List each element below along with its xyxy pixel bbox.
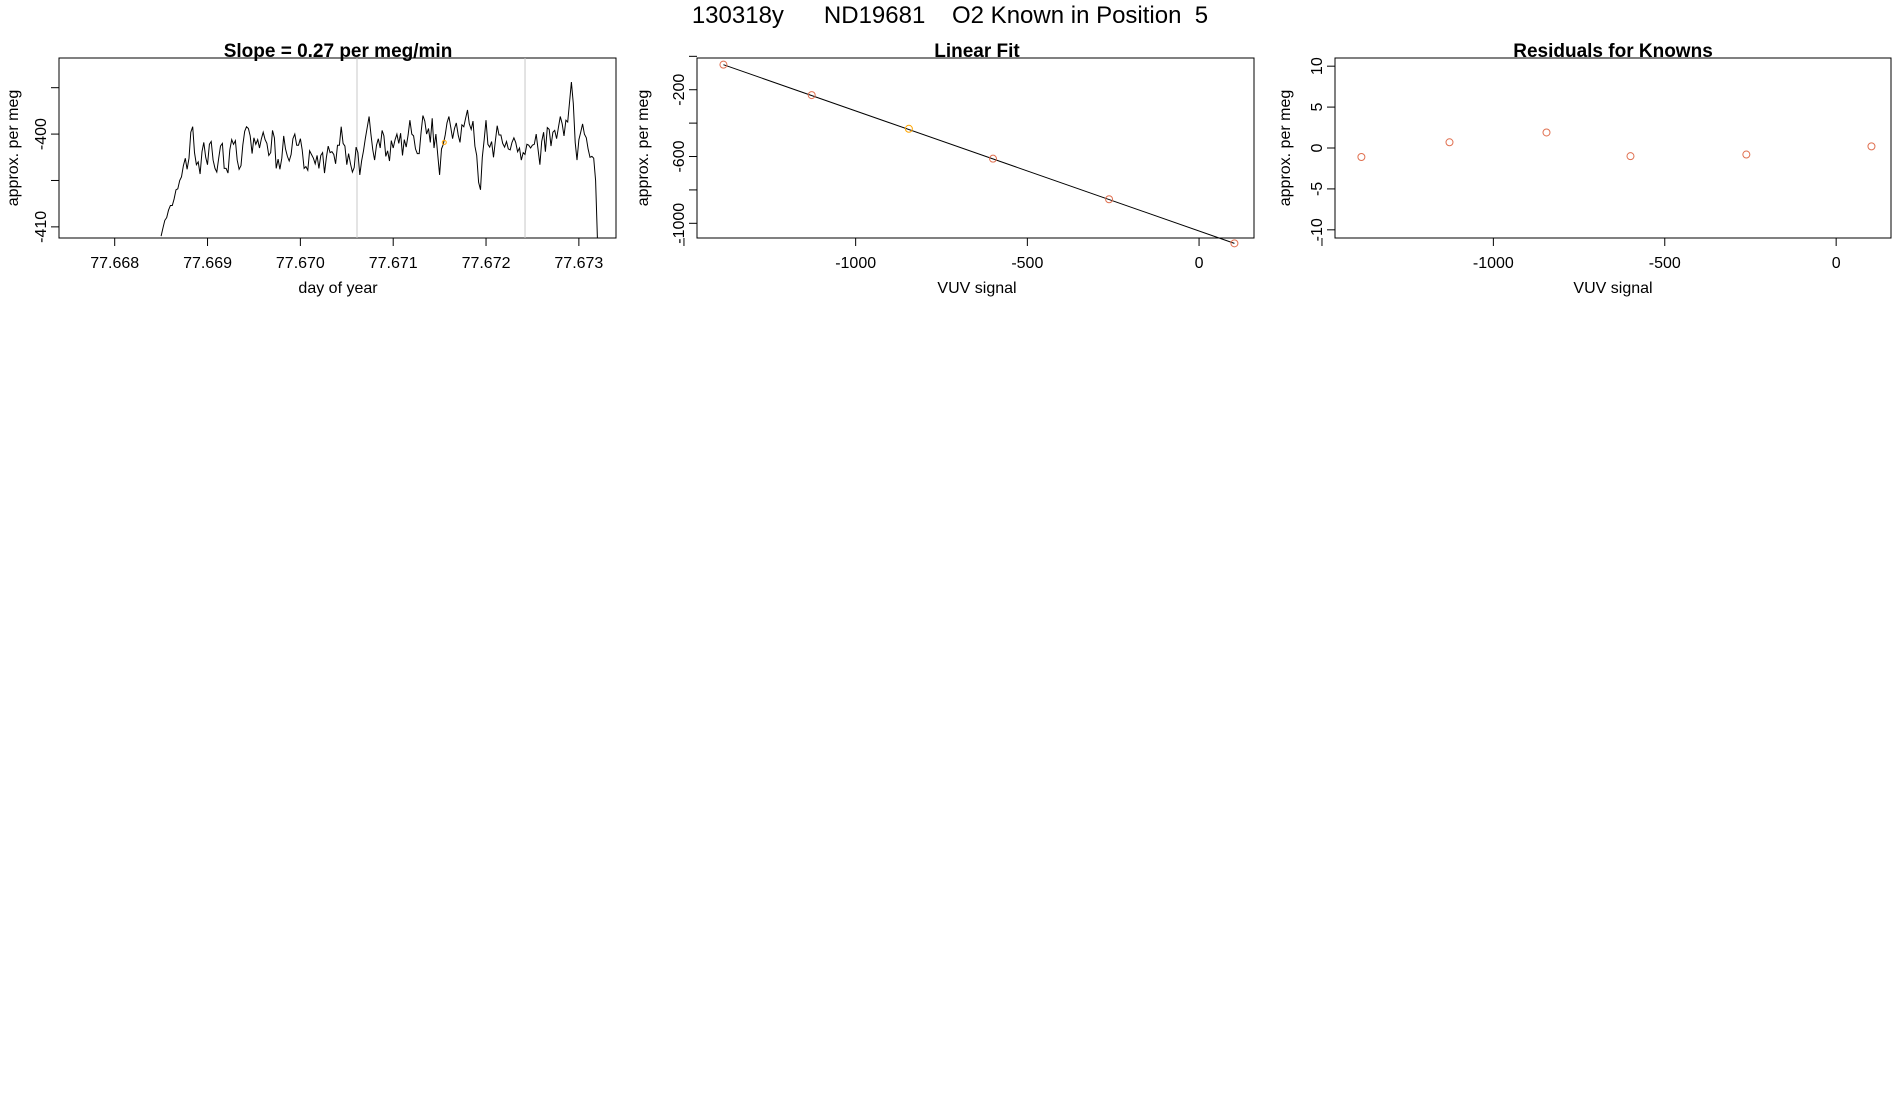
x-tick-label: 77.673: [554, 255, 603, 272]
y-tick-label: -10: [1309, 218, 1326, 241]
y-axis: -410 -400: [33, 87, 59, 243]
time-series-panel: Slope = 0.27 per meg/min 77.668 77.669 77.…: [5, 41, 617, 297]
x-tick-label: 77.668: [90, 255, 139, 272]
data-point: [989, 154, 998, 163]
data-point: [904, 124, 913, 133]
series-line: [160, 82, 598, 239]
points-group: [1357, 128, 1876, 161]
x-axis: -1000 -500 0: [1321, 238, 1841, 272]
y-tick-label: 10: [1309, 57, 1326, 75]
x-tick-label: 77.672: [462, 255, 511, 272]
residual-point: [1626, 152, 1635, 161]
x-axis: 77.668 77.669 77.670 77.671 77.672 77.673: [90, 238, 603, 272]
x-tick-label: 77.670: [276, 255, 325, 272]
panel-title: Residuals for Knowns: [1513, 41, 1713, 62]
x-tick-label: -1000: [835, 255, 876, 272]
x-tick-label: 77.671: [369, 255, 418, 272]
series-line-group: [160, 82, 598, 239]
plot-frame: [58, 57, 617, 239]
x-tick-label: -500: [1649, 255, 1681, 272]
points-group: [719, 60, 1239, 248]
plot-frame: [1334, 57, 1892, 239]
vlines: [356, 58, 526, 238]
y-axis-label: approx. per meg: [5, 90, 22, 207]
y-tick-label: -410: [33, 211, 50, 243]
highlight-point: [441, 139, 447, 145]
panel-title: Slope = 0.27 per meg/min: [224, 41, 453, 62]
data-point: [719, 60, 728, 69]
residual-point: [1542, 128, 1551, 137]
x-tick-label: -500: [1011, 255, 1043, 272]
page-title: 130318y ND19681 O2 Known in Position 5: [691, 2, 1209, 29]
y-tick-label: 5: [1309, 103, 1326, 112]
fit-line: [723, 64, 1235, 244]
x-axis-label: VUV signal: [937, 280, 1016, 297]
y-tick-label: -5: [1309, 182, 1326, 196]
y-tick-label: -1000: [671, 203, 688, 244]
data-point: [807, 91, 816, 100]
residual-point: [1357, 153, 1366, 161]
residuals-panel: Residuals for Knowns -1000 -500 0 -10 -5 0 5 1…: [1277, 41, 1892, 297]
x-tick-label: 0: [1195, 255, 1204, 272]
data-point: [1105, 195, 1114, 204]
data-point: [1230, 239, 1239, 248]
y-tick-label: -400: [33, 118, 50, 150]
x-axis: -1000 -500 0: [683, 238, 1204, 272]
residual-point: [1867, 142, 1876, 151]
y-axis-label: approx. per meg: [1277, 90, 1294, 207]
residual-point: [1445, 138, 1454, 147]
y-axis: -1000 -600 -200: [671, 55, 697, 244]
y-tick-label: -200: [671, 74, 688, 106]
x-tick-label: -1000: [1473, 255, 1514, 272]
y-tick-label: -600: [671, 140, 688, 172]
x-tick-label: 77.669: [183, 255, 232, 272]
linear-fit-panel: Linear Fit -1000 -500 0 -1000 -600 -200 VUV …: [635, 41, 1255, 297]
panel-title: Linear Fit: [934, 41, 1020, 62]
x-axis-label: day of year: [298, 280, 378, 297]
y-tick-label: 0: [1309, 143, 1326, 152]
plot-frame: [696, 57, 1255, 239]
residual-point: [1742, 150, 1751, 159]
y-axis-label: approx. per meg: [635, 90, 652, 207]
fit-line-group: [723, 64, 1235, 244]
x-tick-label: 0: [1832, 255, 1841, 272]
y-axis: -10 -5 0 5 10: [1309, 57, 1335, 241]
x-axis-label: VUV signal: [1573, 280, 1652, 297]
